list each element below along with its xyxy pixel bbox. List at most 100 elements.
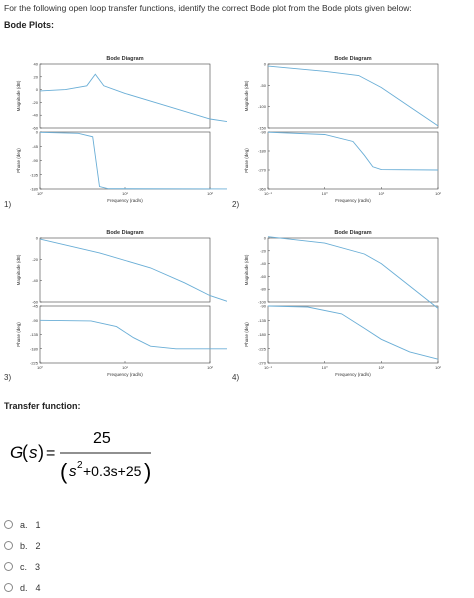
magnitude-tick-label: -80 — [260, 287, 267, 292]
frequency-tick-label: 10¹ — [378, 365, 384, 370]
bode-title: Bode Diagram — [106, 230, 143, 236]
magnitude-tick-label: 40 — [34, 62, 39, 67]
bode-title: Bode Diagram — [334, 56, 371, 62]
magnitude-tick-label: -40 — [32, 113, 39, 118]
option-c-letter: c. — [20, 561, 28, 572]
magnitude-tick-label: -60 — [32, 126, 39, 131]
magnitude-tick-label: -20 — [32, 257, 39, 262]
phase-curve — [267, 131, 439, 171]
radio-c[interactable] — [4, 562, 13, 571]
tf-numerator: 25 — [93, 430, 111, 447]
frequency-tick-label: 10¹ — [122, 365, 128, 370]
bode-title: Bode Diagram — [106, 56, 143, 62]
option-a[interactable]: a. 1 — [4, 514, 41, 535]
magnitude-axes-frame — [267, 237, 439, 303]
phase-tick-label: -180 — [30, 346, 39, 351]
phase-axis-label: Phase (deg) — [16, 322, 21, 347]
frequency-tick-label: 10⁰ — [37, 191, 43, 196]
bode-title: Bode Diagram — [334, 230, 371, 236]
plot-4-index: 4) — [232, 373, 240, 382]
tf-denom-variable: s — [69, 463, 77, 480]
magnitude-curve — [39, 73, 227, 123]
bode-plot-4: Bode Diagram 0 -20 -40 -60 -80 -100-90 -135 -180… — [244, 230, 442, 377]
tf-denom-rest: +0.3s+25 — [83, 463, 142, 479]
phase-tick-label: -135 — [30, 332, 39, 337]
option-d-letter: d. — [20, 582, 28, 593]
phase-tick-label: -180 — [258, 149, 267, 154]
transfer-function-formula: G ( s ) = 25 ( s 2 +0.3s+25 ) — [10, 430, 151, 484]
frequency-tick-label: 10¹ — [122, 191, 128, 196]
frequency-axis-label: Frequency (rad/s) — [107, 198, 143, 203]
phase-axis-label: Phase (deg) — [244, 148, 249, 173]
magnitude-tick-label: -60 — [260, 274, 267, 279]
frequency-tick-label: 10⁻¹ — [264, 191, 273, 196]
option-a-value: 1 — [35, 519, 41, 530]
bode-plot-2: Bode Diagram0-50-100-150-90-180-270-3601… — [244, 56, 442, 203]
magnitude-axis-label: Magnitude (dB) — [16, 254, 21, 285]
magnitude-tick-label: 20 — [34, 74, 39, 79]
phase-tick-label: -45 — [32, 304, 39, 309]
phase-tick-label: -45 — [32, 144, 39, 149]
phase-tick-label: -90 — [32, 158, 39, 163]
frequency-tick-label: 10⁰ — [322, 191, 328, 196]
tf-close-paren: ) — [38, 442, 44, 462]
option-b-letter: b. — [20, 540, 28, 551]
phase-axes-frame — [39, 131, 211, 190]
bode-plot-3: Bode Diagram 0 -20 -40 -60-45 -90 -135 -180 -225… — [16, 230, 227, 377]
phase-tick-label: -270 — [258, 168, 267, 173]
magnitude-axes-frame — [39, 237, 211, 303]
tf-variable: s — [29, 443, 38, 462]
tf-denom-exponent: 2 — [77, 460, 83, 471]
option-a-letter: a. — [20, 519, 28, 530]
tf-equals: = — [46, 445, 55, 462]
phase-tick-label: -135 — [30, 172, 39, 177]
option-b[interactable]: b. 2 — [4, 535, 41, 556]
bode-plots-heading: Bode Plots: — [4, 20, 55, 30]
magnitude-axis-label: Magnitude (dB) — [244, 80, 249, 111]
magnitude-tick-label: -100 — [258, 104, 267, 109]
magnitude-axes-frame — [39, 63, 211, 129]
frequency-tick-label: 10² — [207, 191, 213, 196]
option-d[interactable]: d. 4 — [4, 577, 41, 598]
bode-plot-1: Bode Diagram40200-20-40-600-45-90-135-18… — [16, 56, 227, 203]
magnitude-tick-label: 0 — [264, 236, 267, 241]
phase-tick-label: -225 — [30, 361, 39, 366]
magnitude-axes-frame — [267, 63, 439, 129]
phase-axes-frame — [267, 305, 439, 364]
phase-curve — [267, 305, 439, 360]
radio-b[interactable] — [4, 541, 13, 550]
phase-tick-label: -135 — [258, 318, 267, 323]
magnitude-tick-label: 0 — [36, 87, 39, 92]
phase-axis-label: Phase (deg) — [16, 148, 21, 173]
phase-axes-frame — [267, 131, 439, 190]
plot-2-index: 2) — [232, 200, 240, 209]
radio-d[interactable] — [4, 583, 13, 592]
phase-tick-label: -225 — [258, 346, 267, 351]
radio-a[interactable] — [4, 520, 13, 529]
phase-curve — [39, 319, 227, 350]
phase-curve — [39, 131, 227, 190]
plot-3-index: 3) — [4, 373, 12, 382]
magnitude-tick-label: -40 — [260, 261, 267, 266]
phase-tick-label: -270 — [258, 361, 267, 366]
phase-tick-label: -180 — [258, 332, 267, 337]
frequency-tick-label: 10⁰ — [322, 365, 328, 370]
magnitude-tick-label: -60 — [32, 300, 39, 305]
magnitude-tick-label: -20 — [260, 248, 267, 253]
magnitude-tick-label: -40 — [32, 278, 39, 283]
question-text: For the following open loop transfer fun… — [4, 3, 412, 13]
frequency-axis-label: Frequency (rad/s) — [335, 372, 371, 377]
magnitude-curve — [267, 236, 439, 309]
frequency-tick-label: 10¹ — [378, 191, 384, 196]
tf-denom-open-paren: ( — [60, 459, 68, 484]
magnitude-tick-label: -100 — [258, 300, 267, 305]
phase-tick-label: 0 — [36, 130, 39, 135]
magnitude-curve — [267, 65, 439, 127]
magnitude-axis-label: Magnitude (dB) — [244, 254, 249, 285]
frequency-tick-label: 10⁻¹ — [264, 365, 273, 370]
option-c[interactable]: c. 3 — [4, 556, 41, 577]
phase-axis-label: Phase (deg) — [244, 322, 249, 347]
magnitude-tick-label: 0 — [36, 236, 39, 241]
answer-options: a. 1 b. 2 c. 3 d. 4 — [4, 514, 41, 598]
tf-denom-close-paren: ) — [144, 459, 151, 484]
